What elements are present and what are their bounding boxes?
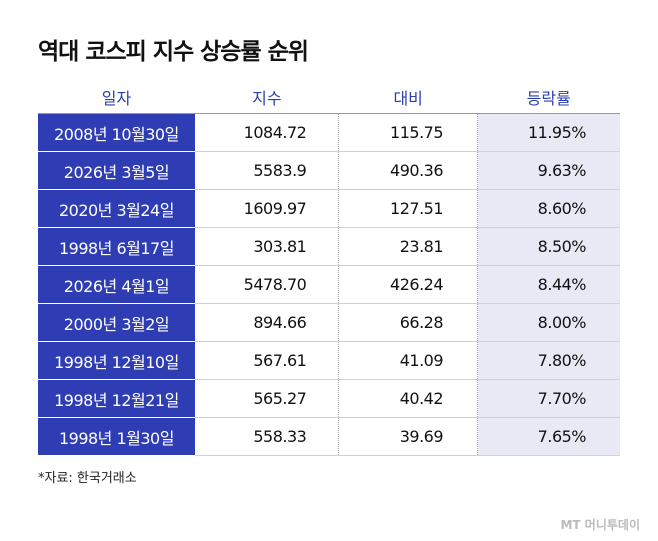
table-row: 2026년 3월5일 5583.9 490.36 9.63% [38, 151, 620, 190]
table-body: 2008년 10월30일 1084.72 115.75 11.95% 2026년 3월5… [38, 113, 620, 456]
table-cell: 11.95% [477, 113, 620, 152]
source: *자료: 한국거래소 [38, 471, 137, 486]
table-cell: 490.36 [338, 151, 479, 190]
column-header: 대비 [338, 80, 478, 114]
column-header: 등락률 [477, 80, 620, 114]
table-cell: 9.63% [477, 151, 620, 190]
table-cell: 66.28 [338, 303, 479, 342]
column-header: 일자 [38, 80, 195, 114]
table-cell: 8.44% [477, 265, 620, 304]
table-cell: 7.80% [477, 341, 620, 380]
table-cell: 115.75 [338, 113, 479, 152]
header-row: 일자 지수 대비 등락률 [38, 80, 620, 114]
table-row: 1998년 12월21일 565.27 40.42 7.70% [38, 379, 620, 418]
column-header: 지수 [194, 80, 339, 114]
table-cell: 1998년 1월30일 [38, 417, 195, 456]
table-cell: 2008년 10월30일 [38, 113, 195, 152]
table-cell: 1084.72 [194, 113, 340, 152]
table-cell: 8.50% [477, 227, 620, 266]
watermark: MT 머니투데이 [560, 518, 640, 532]
table-cell: 1609.97 [194, 189, 340, 228]
table-cell: 1998년 12월21일 [38, 379, 195, 418]
table-cell: 8.60% [477, 189, 620, 228]
table-cell: 2026년 3월5일 [38, 151, 195, 190]
table-cell: 7.70% [477, 379, 620, 418]
table-row: 2008년 10월30일 1084.72 115.75 11.95% [38, 113, 620, 152]
table-row: 1998년 12월10일 567.61 41.09 7.80% [38, 341, 620, 380]
table-cell: 1998년 6월17일 [38, 227, 195, 266]
table-cell: 426.24 [338, 265, 479, 304]
table-cell: 558.33 [194, 417, 340, 456]
table-cell: 127.51 [338, 189, 479, 228]
table-row: 1998년 1월30일 558.33 39.69 7.65% [38, 417, 620, 456]
table-cell: 894.66 [194, 303, 340, 342]
table-cell: 2000년 3월2일 [38, 303, 195, 342]
table-cell: 8.00% [477, 303, 620, 342]
table-cell: 7.65% [477, 417, 620, 456]
table-row: 2026년 4월1일 5478.70 426.24 8.44% [38, 265, 620, 304]
table-cell: 23.81 [338, 227, 479, 266]
table-cell: 2026년 4월1일 [38, 265, 195, 304]
ranking-table: 일자 지수 대비 등락률 2008년 10월30일 1084.72 115.75 11.95… [38, 80, 620, 456]
title: 역대 코스피 지수 상승률 순위 [38, 39, 309, 65]
table-cell: 5478.70 [194, 265, 340, 304]
table-cell: 40.42 [338, 379, 479, 418]
table-cell: 41.09 [338, 341, 479, 380]
table-cell: 565.27 [194, 379, 340, 418]
table-cell: 567.61 [194, 341, 340, 380]
table-cell: 1998년 12월10일 [38, 341, 195, 380]
table-row: 2000년 3월2일 894.66 66.28 8.00% [38, 303, 620, 342]
table-row: 1998년 6월17일 303.81 23.81 8.50% [38, 227, 620, 266]
table-row: 2020년 3월24일 1609.97 127.51 8.60% [38, 189, 620, 228]
table-cell: 2020년 3월24일 [38, 189, 195, 228]
table-cell: 5583.9 [194, 151, 340, 190]
table-cell: 39.69 [338, 417, 479, 456]
table-cell: 303.81 [194, 227, 340, 266]
